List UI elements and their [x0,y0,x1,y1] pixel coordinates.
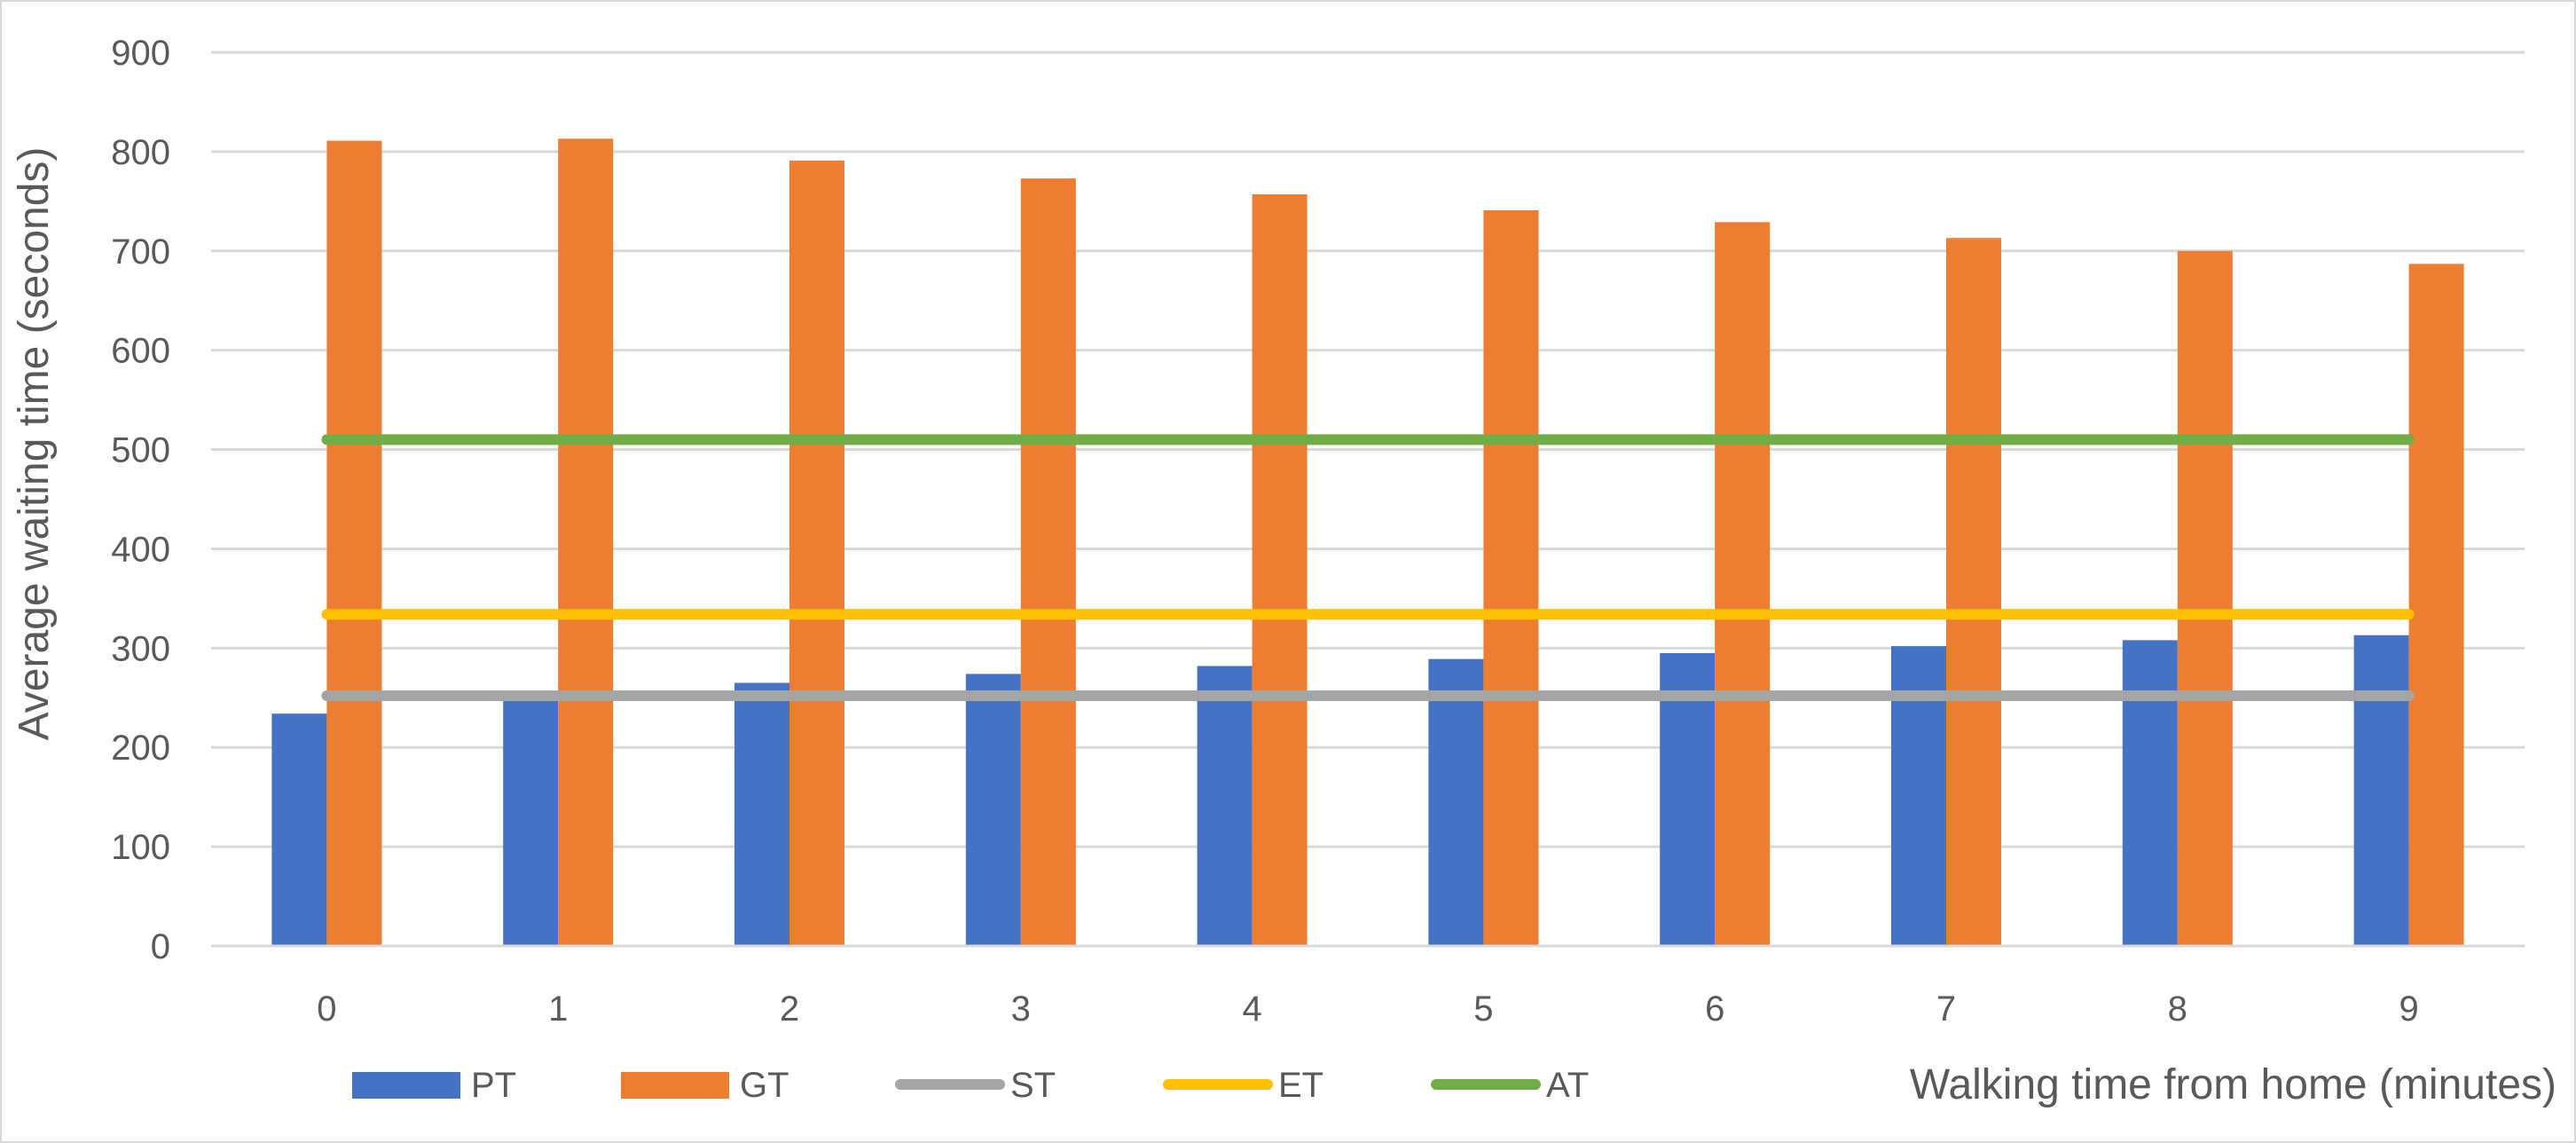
x-tick-label: 3 [1011,989,1031,1029]
legend-item-at: AT [1431,1066,1589,1105]
y-axis-ticks: 0 100 200 300 400 500 600 700 800 900 [111,34,170,966]
x-tick-label: 2 [780,989,799,1029]
legend: PT GT ST ET AT [352,1066,1589,1105]
bar-gt [558,138,614,947]
x-tick-label: 7 [1936,989,1956,1029]
y-tick-label: 0 [151,927,170,966]
legend-item-et: ET [1163,1066,1323,1105]
legend-label: AT [1546,1066,1589,1105]
x-tick-label: 8 [2168,989,2187,1029]
y-axis-title: Average waiting time (seconds) [11,147,58,741]
bar-pt [2122,640,2178,946]
lines [321,434,2415,702]
y-tick-label: 400 [111,530,170,569]
bar-pt [1428,658,1484,946]
legend-swatch [352,1072,460,1099]
y-tick-label: 800 [111,133,170,172]
legend-label: PT [471,1066,516,1105]
bar-pt [2353,635,2409,946]
y-tick-label: 700 [111,233,170,272]
x-tick-label: 1 [548,989,568,1029]
bar-pt [503,693,559,946]
x-axis-title: Walking time from home (minutes) [1910,1061,2556,1108]
x-tick-label: 0 [317,989,336,1029]
bar-pt [271,713,327,946]
x-tick-label: 9 [2399,989,2418,1029]
bar-gt [1483,209,1539,947]
bar-gt [2177,250,2233,946]
bar-gt [1715,222,1771,946]
bar-pt [734,682,789,946]
bar-pt [1197,666,1253,946]
y-tick-label: 900 [111,34,170,73]
bar-gt [1020,178,1076,947]
bar-gt [2408,264,2464,946]
y-tick-label: 100 [111,828,170,867]
legend-item-gt: GT [621,1066,789,1105]
bar-gt [1946,238,2001,947]
legend-swatch [621,1072,729,1099]
y-tick-label: 600 [111,332,170,371]
legend-label: ST [1010,1066,1056,1105]
x-tick-label: 6 [1705,989,1724,1029]
bar-gt [789,160,844,947]
x-axis-ticks: 0 1 2 3 4 5 6 7 8 9 [317,989,2418,1029]
bar-gt [326,140,382,946]
bars [271,138,2464,947]
legend-label: ET [1278,1066,1323,1105]
bar-pt [1660,652,1716,946]
legend-item-st: ST [895,1066,1056,1105]
legend-label: GT [740,1066,789,1105]
x-tick-label: 4 [1242,989,1261,1029]
y-tick-label: 500 [111,431,170,470]
y-tick-label: 200 [111,729,170,768]
legend-item-pt: PT [352,1066,516,1105]
bar-pt [965,674,1021,946]
y-tick-label: 300 [111,629,170,668]
x-tick-label: 5 [1473,989,1493,1029]
bar-gt [1252,194,1308,947]
